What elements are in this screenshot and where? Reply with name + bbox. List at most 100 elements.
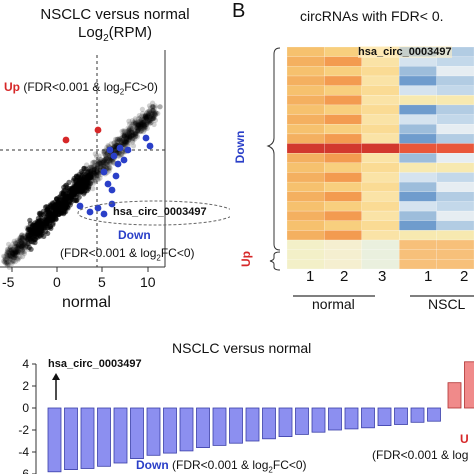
heatmap-cell xyxy=(324,249,363,260)
scatter-point xyxy=(2,259,8,265)
scatter-point xyxy=(133,129,139,135)
scatter-point xyxy=(19,237,25,244)
scatter-point xyxy=(14,250,21,256)
bar-down xyxy=(212,407,227,446)
scatter-point xyxy=(90,164,96,170)
scatter-point xyxy=(97,164,103,170)
scatter-point xyxy=(114,136,121,142)
scatter-point xyxy=(136,113,142,119)
scatter-point xyxy=(140,119,146,126)
scatter-point xyxy=(12,250,18,257)
heatmap-cell xyxy=(324,95,363,106)
scatter-point xyxy=(116,150,122,156)
scatter-point xyxy=(101,151,107,157)
scatter-point xyxy=(143,115,149,121)
heatmap-cell xyxy=(398,85,437,96)
scatter-point xyxy=(122,140,128,146)
scatter-point xyxy=(22,240,28,247)
scatter-point xyxy=(150,104,156,110)
scatter-point xyxy=(130,121,136,127)
scatter-point xyxy=(134,130,140,136)
scatter-point xyxy=(90,168,96,174)
scatter-point xyxy=(14,249,20,255)
heatmap-cell xyxy=(361,239,400,250)
scatter-point xyxy=(4,251,10,257)
scatter-point xyxy=(111,140,117,146)
scatter-point xyxy=(140,120,146,126)
scatter-point xyxy=(18,245,24,251)
scatter-point xyxy=(139,106,145,112)
scatter-point xyxy=(146,118,152,124)
scatter-point xyxy=(136,125,142,131)
scatter-point xyxy=(99,161,105,167)
scatter-point xyxy=(148,120,154,126)
scatter-point xyxy=(103,155,110,161)
scatter-point xyxy=(25,225,32,231)
scatter-point xyxy=(1,253,7,259)
bar-down xyxy=(130,407,144,459)
scatter-point xyxy=(90,160,96,166)
heatmap-cell xyxy=(361,104,400,115)
down-bracket xyxy=(266,47,281,251)
scatter-point xyxy=(123,133,129,140)
scatter-point xyxy=(21,233,27,239)
heatmap-cell xyxy=(398,123,437,135)
scatter-point xyxy=(10,250,16,257)
scatter-point xyxy=(141,121,147,127)
heatmap-cell xyxy=(436,181,474,193)
scatter-point xyxy=(130,133,137,139)
scatter-point xyxy=(100,159,106,165)
scatter-point xyxy=(19,240,25,246)
scatter-point xyxy=(8,254,14,260)
scatter-point xyxy=(20,248,26,254)
scatter-point xyxy=(107,157,113,163)
heatmap-cell xyxy=(324,133,363,144)
scatter-point xyxy=(141,116,147,122)
scatter-point xyxy=(7,245,14,251)
scatter-point xyxy=(18,240,25,246)
scatter-point xyxy=(54,196,60,202)
scatter-point xyxy=(60,192,67,198)
scatter-point xyxy=(107,160,113,166)
scatter-point xyxy=(2,254,8,260)
scatter-point xyxy=(36,218,42,224)
scatter-point xyxy=(144,125,150,131)
scatter-point xyxy=(23,239,29,245)
heatmap-cell xyxy=(286,210,325,222)
scatter-point xyxy=(15,244,21,250)
scatter-point xyxy=(152,117,159,123)
scatter-point xyxy=(151,109,157,115)
scatter-point xyxy=(129,132,136,138)
scatter-point xyxy=(123,142,129,148)
heatmap-cell xyxy=(436,95,474,106)
heatmap-cell xyxy=(436,201,474,212)
scatter-point xyxy=(68,195,74,201)
heatmap-cell xyxy=(286,249,325,260)
scatter-point xyxy=(14,248,20,254)
scatter-point xyxy=(134,134,140,140)
heatmap-cell xyxy=(361,230,400,241)
bar-down xyxy=(344,407,359,430)
scatter-point xyxy=(133,131,139,137)
scatter-point xyxy=(21,233,27,239)
scatter-point xyxy=(123,135,130,141)
scatter-point xyxy=(101,158,107,164)
scatter-point xyxy=(40,220,46,226)
scatter-point xyxy=(141,117,147,123)
scatter-point xyxy=(141,125,147,131)
scatter-point xyxy=(8,248,14,254)
heatmap-cell xyxy=(324,220,363,231)
scatter-point xyxy=(15,242,21,248)
scatter-point xyxy=(138,123,144,130)
scatter-point xyxy=(19,247,25,253)
x-axis-label: normal xyxy=(62,294,111,311)
scatter-point xyxy=(137,121,143,127)
scatter-point xyxy=(122,133,128,139)
scatter-point xyxy=(15,246,21,252)
scatter-point xyxy=(127,134,133,140)
bar-down xyxy=(394,407,408,425)
heatmap-cell xyxy=(398,191,437,202)
scatter-point xyxy=(138,121,144,127)
scatter-point xyxy=(143,114,149,121)
bar-down xyxy=(361,407,375,429)
